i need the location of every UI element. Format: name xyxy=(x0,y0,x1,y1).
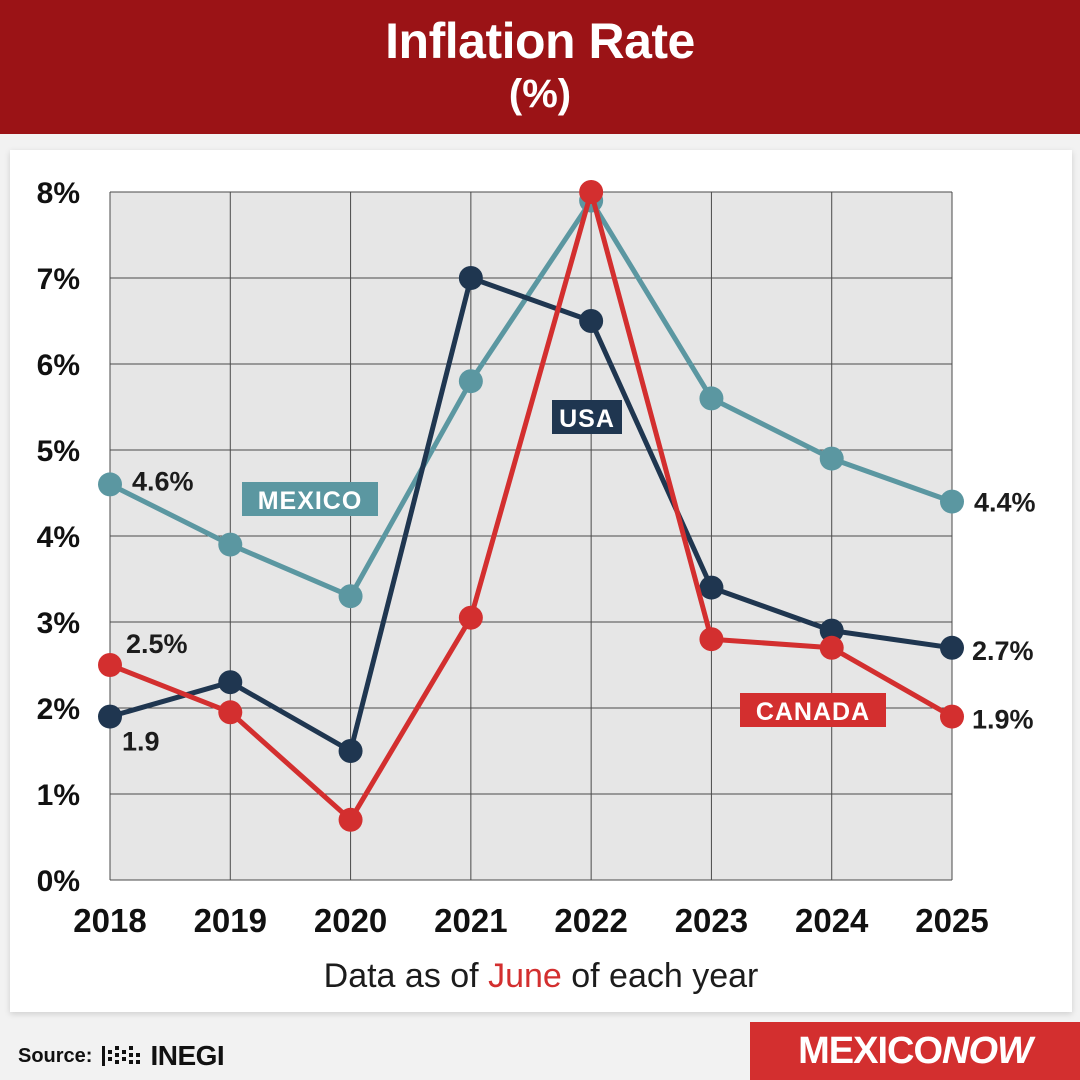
canada-point xyxy=(699,627,724,652)
mexico-point xyxy=(218,532,243,557)
canada-point xyxy=(579,180,604,204)
inegi-logo: INEGI xyxy=(102,1040,225,1072)
x-tick-label: 2019 xyxy=(194,902,267,939)
footnote-highlight: June xyxy=(488,957,562,995)
mexico-line xyxy=(108,198,953,599)
mexico-data-label: 4.6% xyxy=(132,466,194,496)
canada-tag-bg xyxy=(740,693,886,727)
y-tick-label: 5% xyxy=(37,435,80,468)
x-tick-label: 2018 xyxy=(73,902,146,939)
canada-point xyxy=(458,605,483,630)
chart-title: Inflation Rate xyxy=(385,13,695,69)
brand-part2: NOW xyxy=(942,1029,1033,1072)
usa-point xyxy=(98,704,122,729)
inegi-logo-icon xyxy=(102,1046,141,1066)
y-tick-label: 1% xyxy=(37,779,80,812)
usa-data-label: 2.7% xyxy=(972,636,1034,666)
header-banner: Inflation Rate (%) xyxy=(0,0,1080,134)
source-credit: Source: INEGI xyxy=(18,1040,225,1072)
source-label: Source: xyxy=(18,1044,93,1067)
x-tick-label: 2023 xyxy=(675,902,748,939)
usa-data-label: 1.9 xyxy=(122,727,160,757)
mexico-point xyxy=(940,489,964,514)
usa-point xyxy=(940,635,964,660)
x-tick-label: 2020 xyxy=(314,902,387,939)
y-tick-label: 8% xyxy=(37,177,80,210)
data-footnote: Data as of June of each year xyxy=(10,957,1072,996)
usa-point xyxy=(579,309,604,333)
y-tick-label: 0% xyxy=(37,865,80,898)
usa-point xyxy=(699,575,724,600)
canada-point xyxy=(98,653,122,677)
canada-point xyxy=(218,700,243,725)
chart-card: 0% 1% 2% 3% 4% 5% 6% 7% 8% 2018 2019 2020 2021 2022 20… xyxy=(10,150,1072,1012)
canada-point xyxy=(819,635,844,660)
footnote-text-start: Data as of xyxy=(323,957,489,995)
canada-data-label: 1.9% xyxy=(972,705,1034,735)
usa-series-tag: USA xyxy=(559,405,615,433)
usa-point xyxy=(218,670,243,695)
source-org: INEGI xyxy=(150,1040,225,1071)
usa-line xyxy=(109,275,953,754)
y-tick-label: 6% xyxy=(37,349,80,382)
canada-point xyxy=(940,704,964,729)
usa-point xyxy=(819,618,844,643)
brand-part1: MEXICO xyxy=(798,1029,943,1072)
footnote-text-end: of each year xyxy=(561,957,759,995)
chart-subtitle: (%) xyxy=(508,72,572,116)
usa-point xyxy=(458,266,483,290)
usa-tag-bg xyxy=(552,400,622,434)
y-tick-label: 2% xyxy=(37,693,80,726)
y-tick-label: 7% xyxy=(37,263,80,296)
mexico-series-tag: MEXICO xyxy=(258,487,363,515)
mexico-data-label: 4.4% xyxy=(974,488,1036,518)
usa-point xyxy=(338,739,363,763)
mexico-point xyxy=(98,472,122,497)
x-tick-label: 2021 xyxy=(434,902,507,939)
brand-logo: MEXICO NOW xyxy=(750,1022,1080,1080)
mexico-point xyxy=(338,584,363,609)
y-tick-label: 4% xyxy=(37,521,80,554)
line-chart: 0% 1% 2% 3% 4% 5% 6% 7% 8% 2018 2019 2020 2021 2022 20… xyxy=(37,177,1036,939)
canada-point xyxy=(338,807,363,832)
x-tick-label: 2024 xyxy=(795,902,869,939)
y-tick-label: 3% xyxy=(37,607,80,640)
mexico-tag-bg xyxy=(242,482,378,516)
canada-data-label: 2.5% xyxy=(126,629,188,659)
x-tick-label: 2025 xyxy=(915,902,988,939)
x-tick-label: 2022 xyxy=(554,902,627,939)
mexico-point xyxy=(699,386,724,411)
mexico-point xyxy=(458,369,483,394)
canada-line xyxy=(109,189,954,823)
mexico-point xyxy=(819,446,844,471)
canada-series-tag: CANADA xyxy=(756,698,870,726)
